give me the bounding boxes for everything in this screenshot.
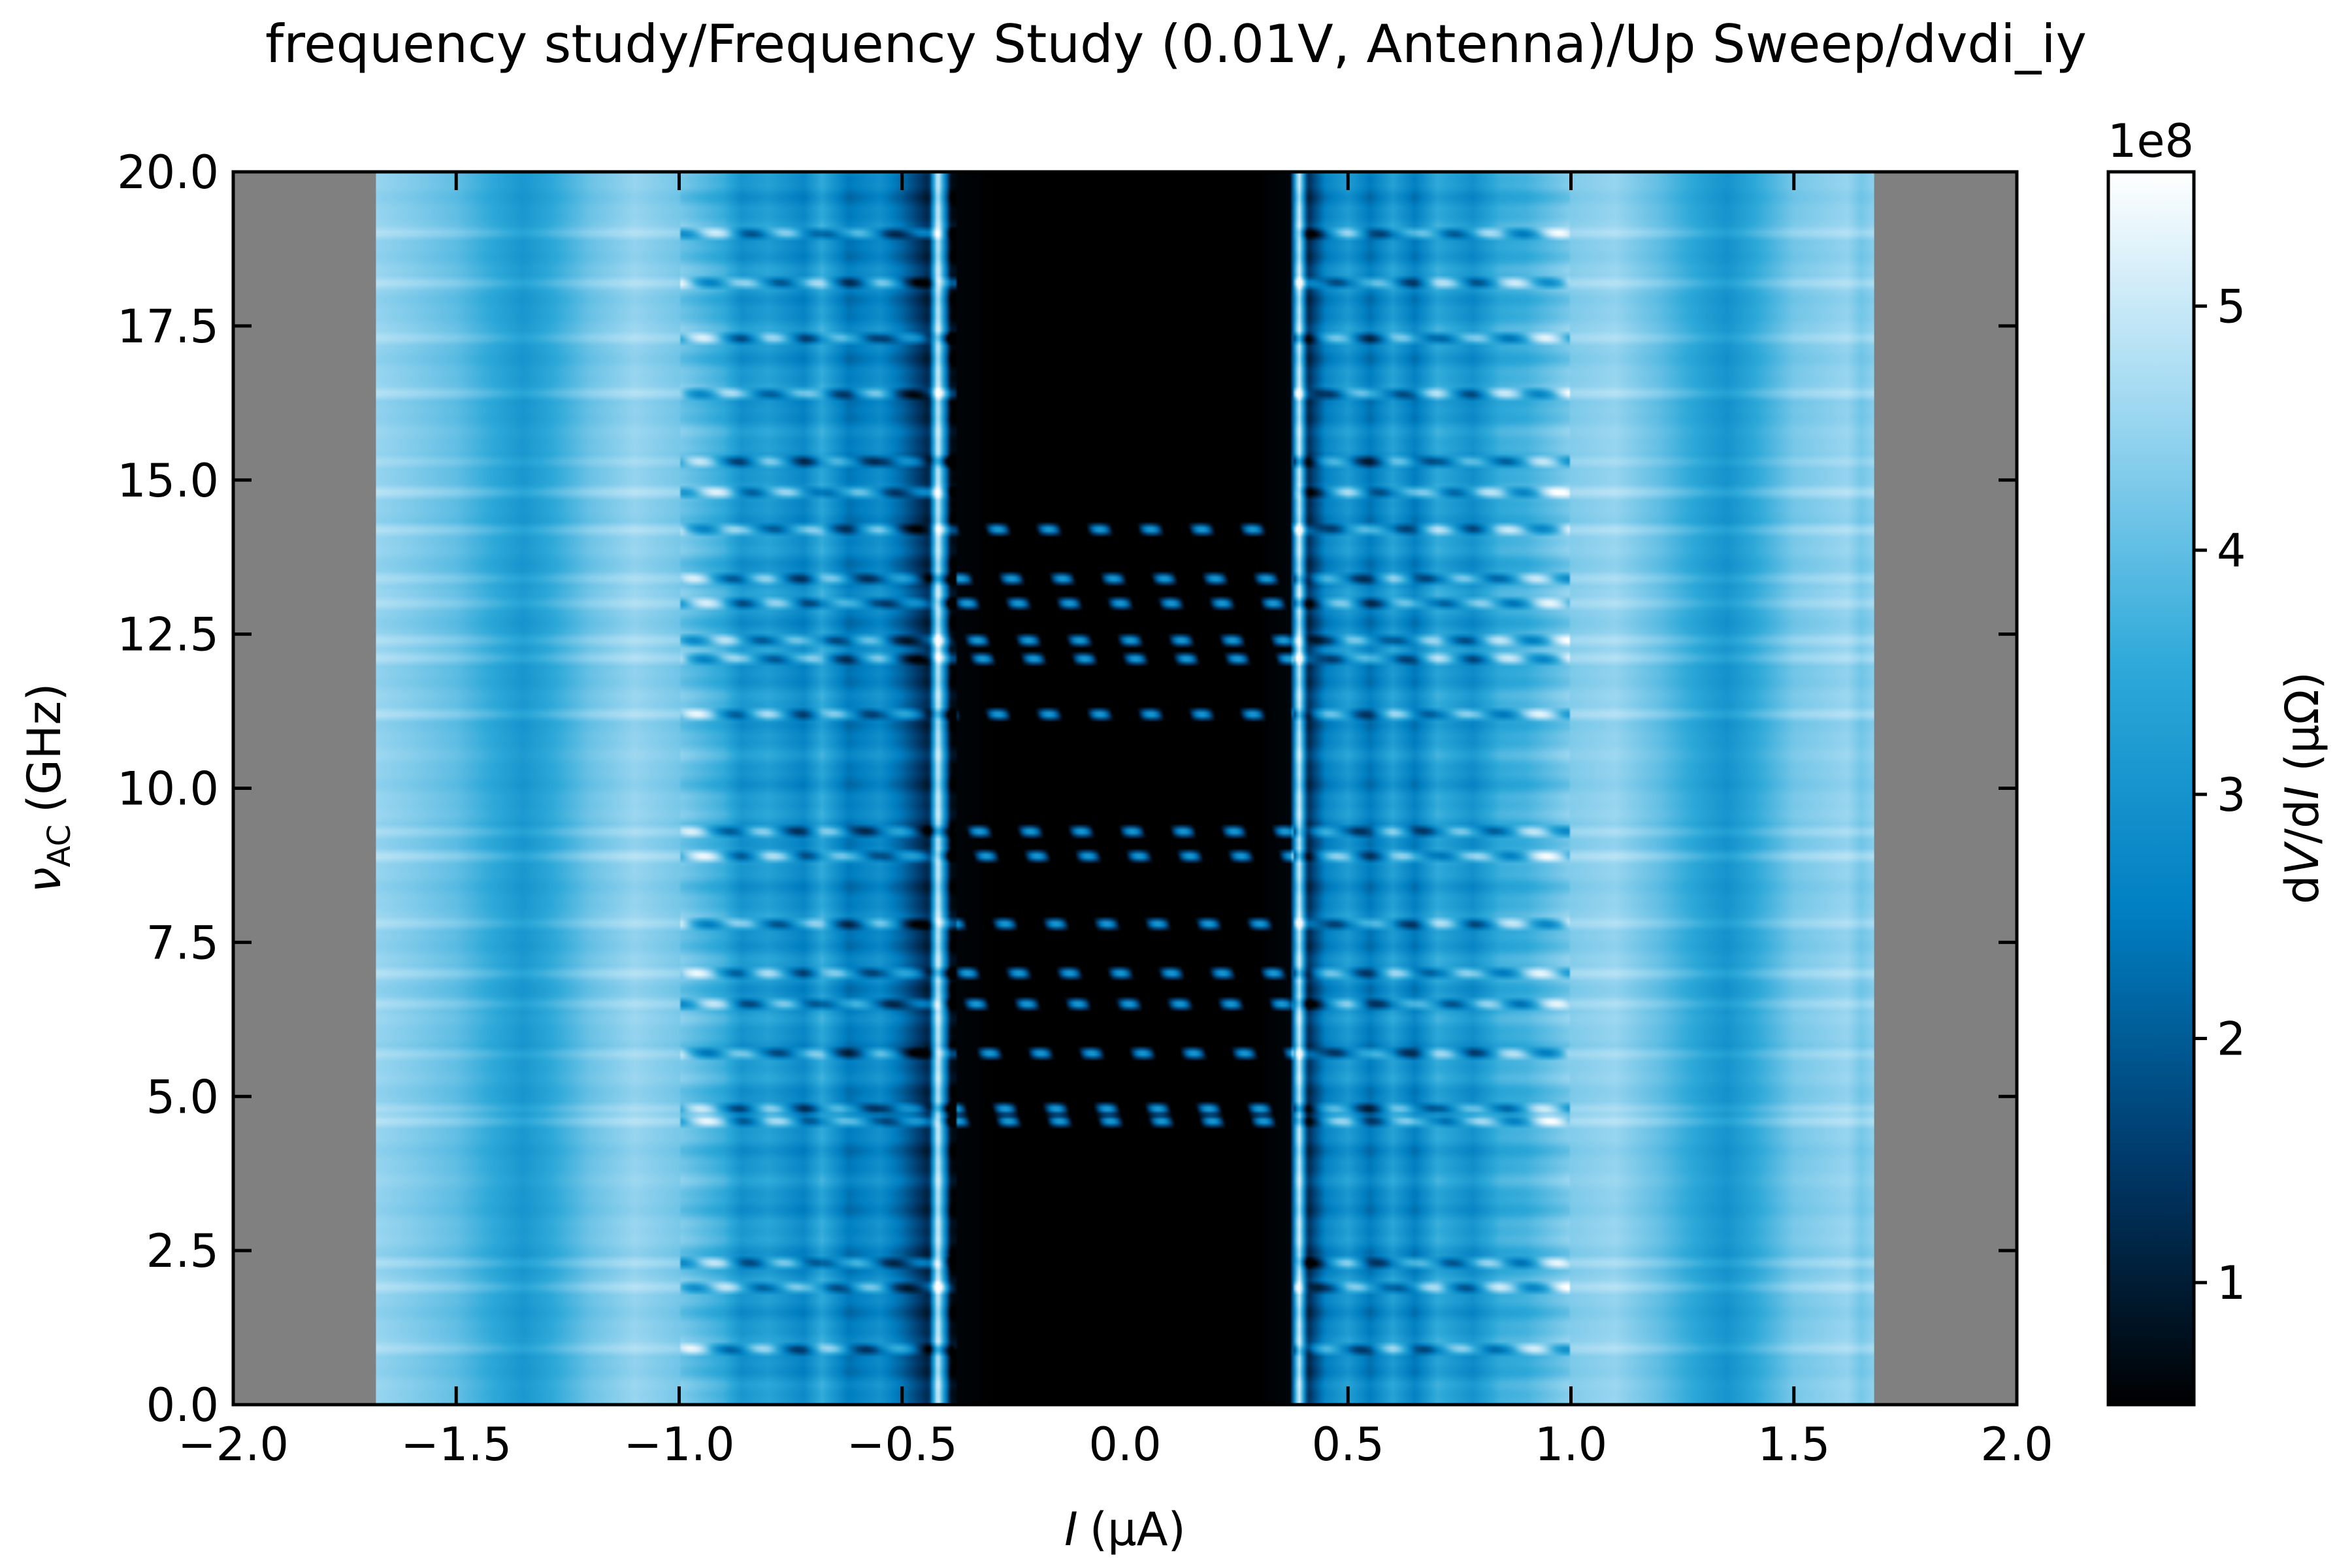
plot-frame xyxy=(231,170,2019,1407)
x-tick-label: 0.0 xyxy=(1088,1418,1161,1471)
colorbar-tick-label: 2 xyxy=(2217,1013,2246,1066)
colorbar-label-prefix: d xyxy=(2276,875,2329,904)
x-tick-label: 1.0 xyxy=(1535,1418,1607,1471)
x-tick-label: −0.5 xyxy=(847,1418,958,1471)
y-axis-label-unit: (GHz) xyxy=(18,683,71,813)
x-tick-label: −1.0 xyxy=(624,1418,735,1471)
colorbar-ticks: 1 2 3 4 5 xyxy=(2194,280,2246,1310)
x-tick-label: −2.0 xyxy=(178,1418,289,1471)
plot-area: −2.0 −1.5 −1.0 −0.5 0.0 0.5 1.0 1.5 2.0 0.0 2.5 5.… xyxy=(117,146,2053,1471)
y-axis-label-subscript: AC xyxy=(41,825,78,868)
colorbar-label: dV/dI (µΩ) xyxy=(2276,672,2329,904)
y-tick-label: 20.0 xyxy=(117,146,219,199)
chart-title: frequency study/Frequency Study (0.01V, … xyxy=(265,14,2087,74)
x-tick-label: 2.0 xyxy=(1980,1418,2053,1471)
colorbar-offset-text: 1e8 xyxy=(2108,114,2194,168)
colorbar-tick-label: 3 xyxy=(2217,768,2246,822)
colorbar-frame xyxy=(2106,170,2196,1407)
colorbar-label-mid: /d xyxy=(2276,800,2329,844)
y-tick-label: 5.0 xyxy=(146,1070,219,1124)
colorbar-tick-label: 5 xyxy=(2217,280,2246,334)
y-tick-label: 2.5 xyxy=(146,1224,219,1278)
y-axis-label-symbol: ν xyxy=(18,867,71,892)
y-tick-label: 15.0 xyxy=(117,454,219,508)
colorbar-label-i: I xyxy=(2276,786,2329,800)
colorbar-label-unit: (µΩ) xyxy=(2276,672,2329,786)
colorbar: 1 2 3 4 5 1e8 dV/dI (µΩ) xyxy=(2106,114,2329,1407)
x-axis-label: I (µA) xyxy=(1064,1503,1186,1556)
y-axis-label: νAC (GHz) xyxy=(18,683,78,893)
colorbar-label-v: V xyxy=(2276,841,2329,875)
y-tick-label: 7.5 xyxy=(146,916,219,970)
x-axis-label-symbol: I xyxy=(1064,1503,1078,1556)
x-axis-ticks: −2.0 −1.5 −1.0 −0.5 0.0 0.5 1.0 1.5 2.0 xyxy=(178,172,2053,1471)
y-tick-label: 17.5 xyxy=(117,300,219,353)
y-tick-label: 10.0 xyxy=(117,762,219,816)
colorbar-tick-label: 1 xyxy=(2217,1256,2246,1310)
colorbar-gradient xyxy=(2108,172,2194,1405)
x-tick-label: 1.5 xyxy=(1757,1418,1830,1471)
x-tick-label: −1.5 xyxy=(400,1418,512,1471)
x-tick-label: 0.5 xyxy=(1312,1418,1384,1471)
heatmap-image xyxy=(376,172,1874,1405)
y-axis-ticks: 0.0 2.5 5.0 7.5 10.0 12.5 15.0 17.5 20.0 xyxy=(117,146,2017,1432)
colorbar-tick-label: 4 xyxy=(2217,524,2246,578)
y-tick-label: 12.5 xyxy=(117,608,219,662)
y-tick-label: 0.0 xyxy=(146,1379,219,1432)
x-axis-label-unit: (µA) xyxy=(1090,1503,1186,1556)
